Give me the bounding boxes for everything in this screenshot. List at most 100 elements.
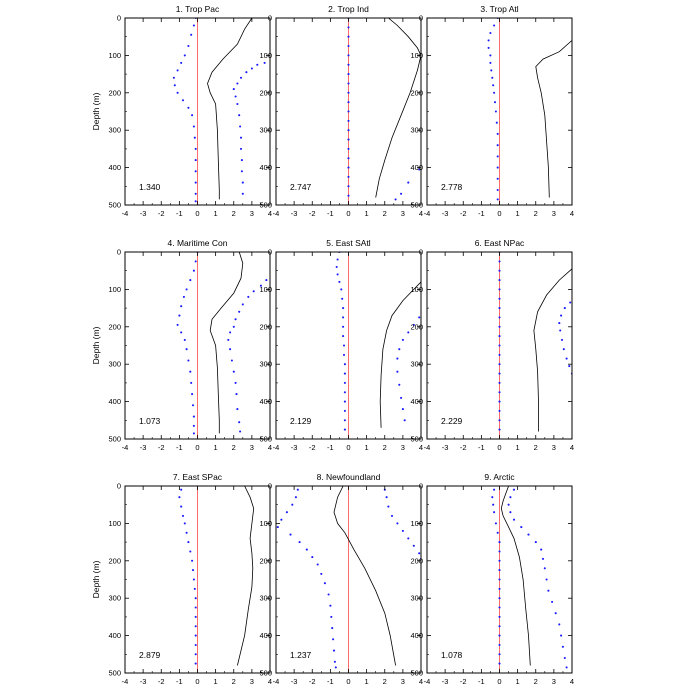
panel-data [498, 252, 572, 432]
y-tick-label: 200 [410, 556, 423, 565]
profile-dot [491, 496, 494, 499]
profile-dot [192, 125, 195, 128]
profile-dot [496, 155, 499, 158]
profile-dot [332, 649, 336, 652]
profile-dot [498, 400, 501, 403]
panel-5: -4 -3 -2 -1 0 1 2 3 4 0 100 200 300 400 500 5. East SAt… [259, 238, 423, 452]
profile-dot [498, 587, 501, 590]
profile-dot [347, 110, 350, 113]
profile-dot [347, 119, 350, 122]
y-tick-label: 500 [410, 669, 423, 678]
profile-dot [498, 569, 501, 572]
x-tick-label: -4 [424, 209, 431, 218]
x-tick-label: -4 [424, 677, 431, 686]
panel-title: 5. East SAtl [326, 238, 371, 248]
profile-dot [347, 138, 350, 141]
profile-dot [400, 396, 403, 399]
x-tick-label: 3 [401, 443, 405, 452]
x-tick-label: 2 [534, 443, 538, 452]
profile-dot [547, 589, 550, 592]
x-tick-label: 4 [419, 677, 423, 686]
y-tick-label: 200 [108, 322, 121, 331]
x-tick-label: -2 [460, 677, 467, 686]
y-tick-label: 200 [410, 322, 423, 331]
y-tick-label: 400 [410, 163, 423, 172]
panel-title: 9. Arctic [484, 472, 515, 482]
profile-dot [496, 166, 499, 169]
profile-dot [498, 288, 501, 291]
profile-dot [336, 258, 339, 261]
mean-curve [533, 268, 572, 432]
profile-dot [190, 33, 193, 36]
y-tick-label: 0 [419, 482, 423, 491]
x-tick-label: -3 [291, 209, 298, 218]
profile-dot [498, 559, 501, 562]
profile-dot [343, 400, 346, 403]
panel-value-label: 2.129 [290, 416, 312, 426]
x-tick-label: -4 [122, 443, 129, 452]
profile-dot [229, 348, 232, 351]
profile-dot [178, 496, 181, 499]
profile-dot [498, 325, 501, 328]
x-tick-label: 2 [383, 677, 387, 686]
x-tick-label: 2 [534, 677, 538, 686]
profile-dot [558, 322, 561, 325]
y-tick-label: 500 [259, 435, 272, 444]
mean-curve [237, 486, 255, 666]
profile-dot [193, 136, 196, 139]
x-tick-label: -1 [327, 677, 334, 686]
y-tick-label: 300 [410, 126, 423, 135]
x-tick-label: 1 [365, 209, 369, 218]
profile-dot [558, 623, 561, 626]
y-tick-label: 500 [259, 669, 272, 678]
profile-dot [192, 415, 195, 418]
profile-dot [341, 297, 344, 300]
mean-curve [379, 281, 421, 428]
profile-dot [234, 381, 237, 384]
profile-dot [173, 84, 176, 87]
y-tick-label: 100 [410, 285, 423, 294]
profile-dot [187, 359, 190, 362]
profile-dot [342, 344, 346, 347]
y-tick-label: 200 [259, 88, 272, 97]
profile-dot [498, 316, 501, 319]
profile-dot [491, 76, 494, 79]
profile-dot [551, 600, 554, 603]
mean-curve [375, 18, 421, 198]
profile-dot [498, 550, 501, 553]
profile-dot [232, 370, 235, 373]
profile-dot [331, 627, 334, 630]
profile-dot [185, 288, 188, 291]
panel-2: -4 -3 -2 -1 0 1 2 3 4 0 100 200 300 400 500 2. Trop Ind… [259, 4, 423, 218]
profile-dot [185, 348, 188, 351]
profile-dot [498, 335, 501, 338]
profile-dot [180, 488, 183, 491]
y-tick-label: 200 [259, 322, 272, 331]
profile-dot [176, 91, 179, 94]
panel-data [172, 18, 266, 203]
y-tick-label: 0 [268, 248, 272, 257]
profile-dot [347, 73, 350, 76]
profile-dot [496, 531, 499, 534]
profile-dot [407, 331, 410, 334]
profile-dot [385, 496, 388, 499]
profile-dot [234, 318, 237, 321]
panel-6: -4 -3 -2 -1 0 1 2 3 4 0 100 200 300 400 500 6. East NPa… [410, 238, 574, 452]
profile-dot [235, 393, 238, 396]
profile-dot [492, 503, 495, 506]
profile-dot [183, 54, 186, 57]
x-tick-label: -1 [176, 209, 183, 218]
panel-title: 6. East NPac [475, 238, 525, 248]
profile-dot [347, 44, 350, 48]
y-tick-label: 100 [410, 51, 423, 60]
profile-dot [527, 533, 530, 536]
y-tick-label: 300 [259, 594, 272, 603]
profile-dot [343, 363, 346, 366]
profile-dot [245, 71, 248, 74]
x-tick-label: 4 [570, 443, 574, 452]
profile-dot [336, 273, 339, 276]
profile-dot [569, 301, 572, 304]
profile-dot [498, 615, 501, 618]
profile-dot [396, 370, 399, 373]
profile-dot [187, 44, 190, 48]
